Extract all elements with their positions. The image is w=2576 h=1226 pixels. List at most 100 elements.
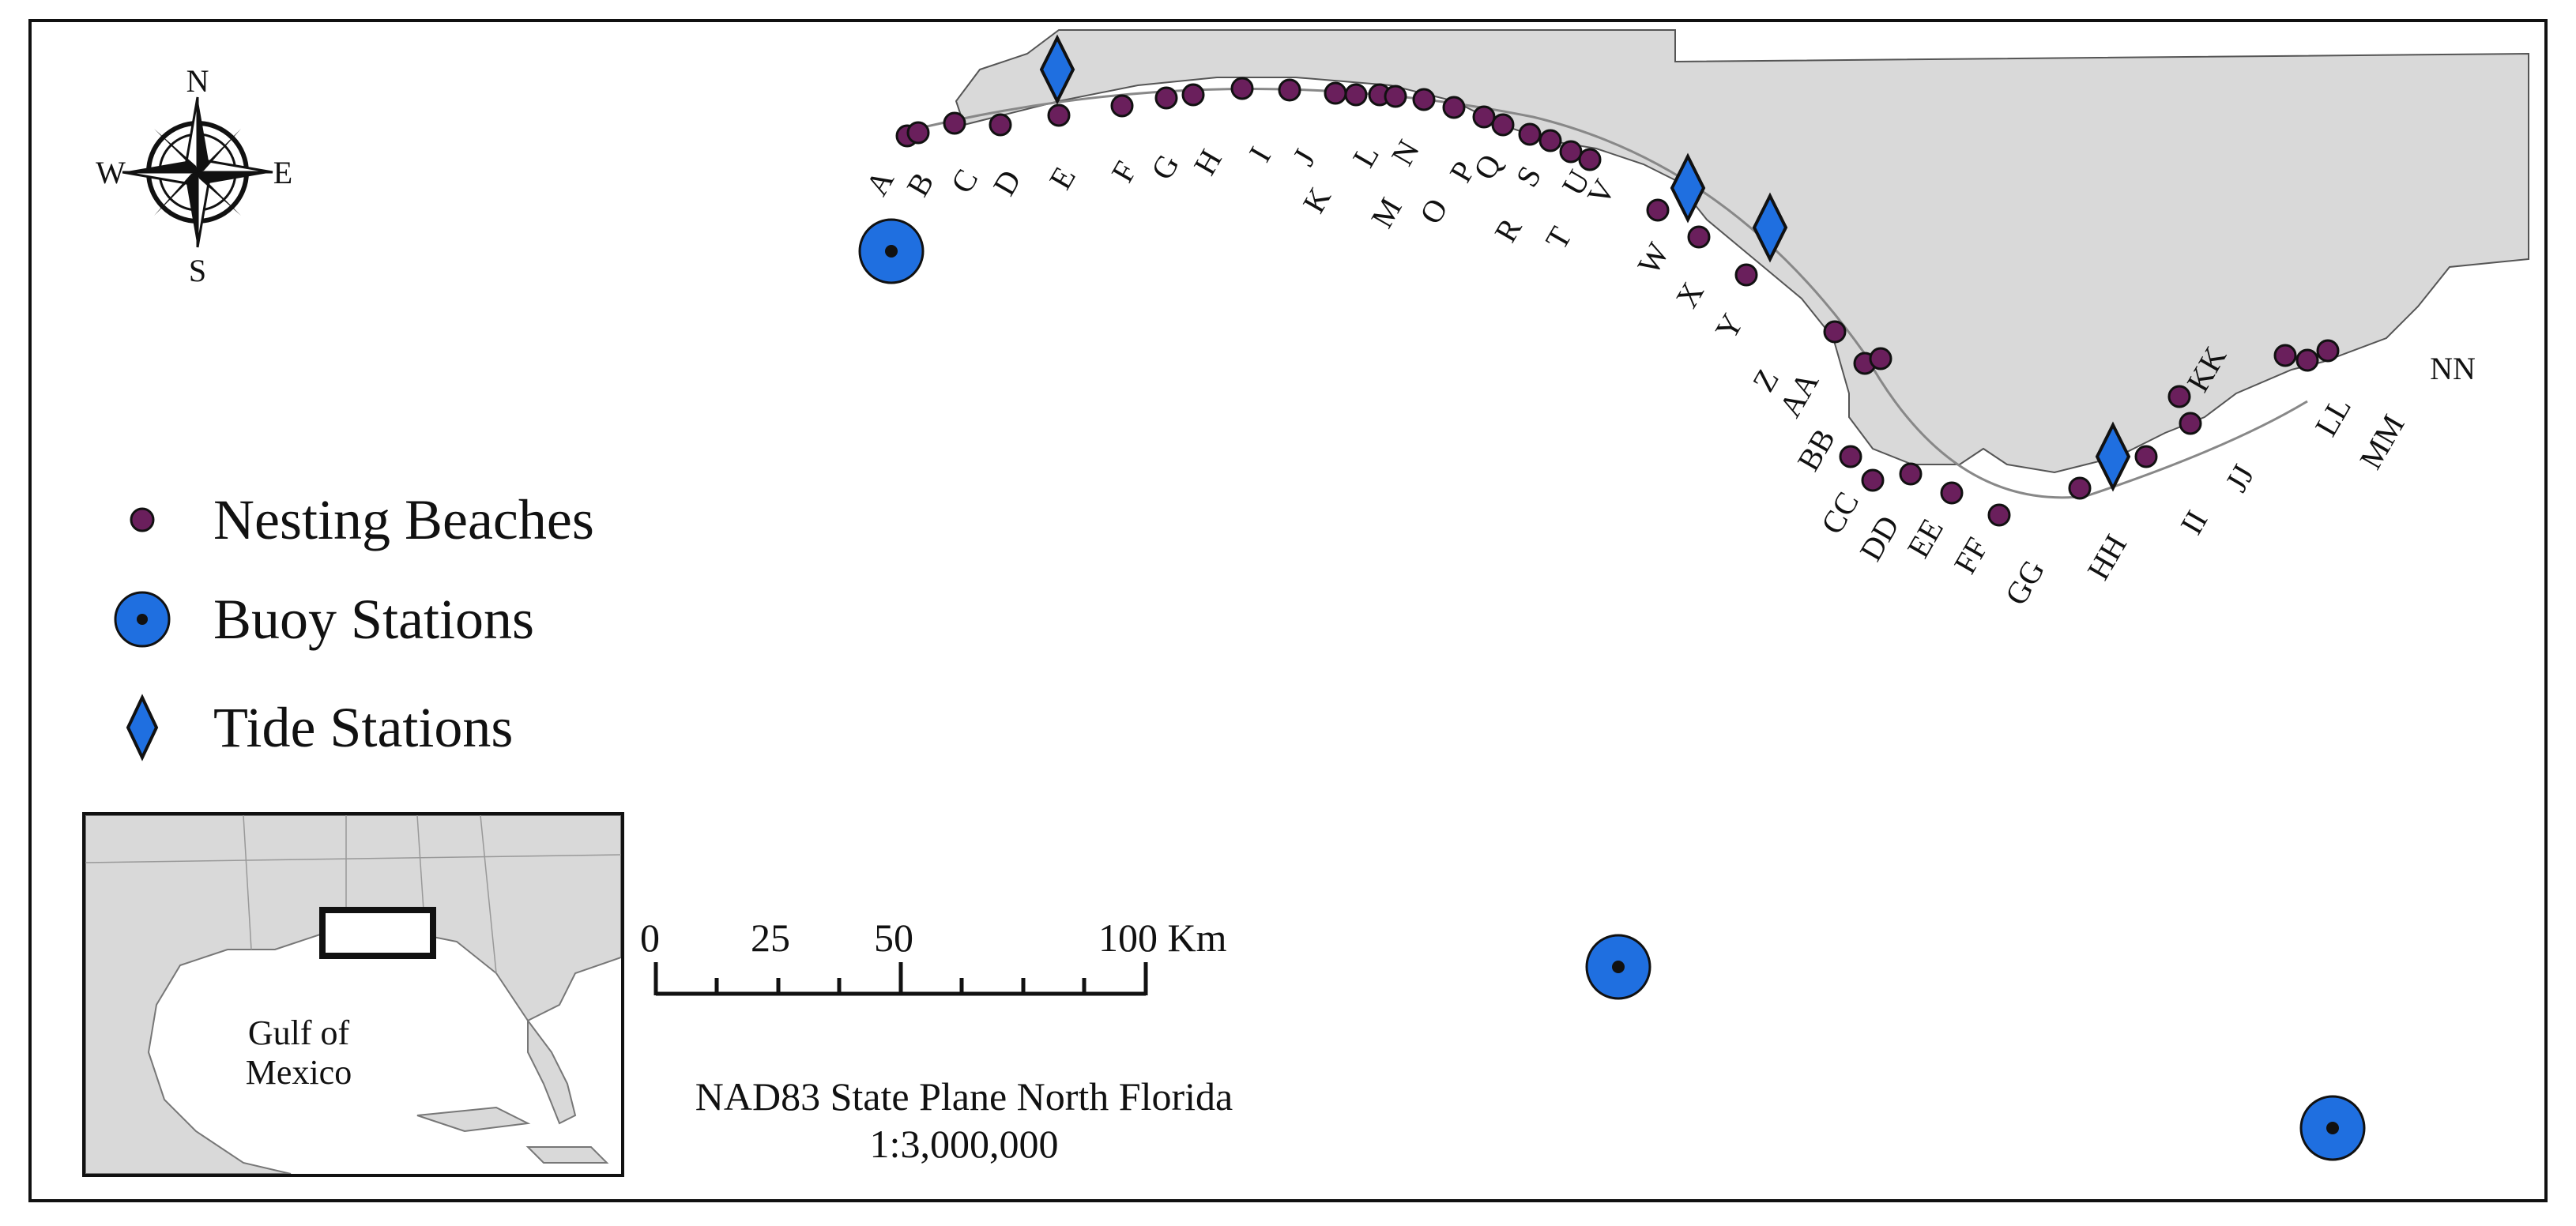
map-frame: N S E W A B C D E F G H I J K L M N O P Q R S T U V W X Y Z AA BB CC… bbox=[28, 19, 2548, 1202]
buoy-stations-layer bbox=[858, 218, 2366, 1161]
inset-gulf-label-2: Mexico bbox=[246, 1053, 352, 1092]
beach-label-o: O bbox=[1413, 192, 1455, 230]
beach-label-b: B bbox=[899, 166, 940, 202]
beach-marker-h bbox=[1181, 83, 1205, 107]
beach-marker-ff bbox=[1940, 481, 1964, 505]
beach-marker-kk bbox=[2167, 385, 2191, 408]
beach-label-e: E bbox=[1042, 160, 1083, 195]
compass-w-label: W bbox=[96, 155, 126, 190]
inset-study-area-box bbox=[319, 907, 436, 959]
beach-marker-z bbox=[1823, 320, 1847, 344]
beach-label-h: H bbox=[1187, 143, 1229, 181]
beach-label-dd: DD bbox=[1852, 510, 1906, 567]
beach-label-x: X bbox=[1669, 276, 1711, 314]
inset-land bbox=[85, 815, 621, 1174]
beach-marker-n bbox=[1384, 85, 1407, 108]
compass-n-label: N bbox=[186, 63, 209, 99]
buoy-station-marker bbox=[2299, 1095, 2366, 1161]
legend-beach-symbol bbox=[130, 507, 155, 532]
beach-marker-p bbox=[1442, 96, 1466, 119]
legend-nesting-beaches: Nesting Beaches bbox=[142, 484, 594, 555]
beach-label-y: Y bbox=[1708, 307, 1750, 345]
beach-label-jj: JJ bbox=[2218, 459, 2262, 498]
tide-station-marker bbox=[1039, 34, 1075, 105]
beach-marker-d bbox=[989, 113, 1012, 137]
beach-label-aa: AA bbox=[1772, 366, 1825, 423]
beach-label-ee: EE bbox=[1900, 513, 1950, 564]
beach-marker-e bbox=[1047, 103, 1071, 127]
buoy-station-marker bbox=[858, 218, 925, 284]
beach-marker-nn bbox=[2316, 339, 2340, 363]
beach-label-ll: LL bbox=[2308, 391, 2358, 442]
beach-label-a: A bbox=[859, 164, 901, 201]
compass-rose: N S E W bbox=[96, 63, 292, 288]
projection-name: NAD83 State Plane North Florida bbox=[695, 1074, 1233, 1119]
beach-marker-gg bbox=[1987, 503, 2011, 527]
beach-label-i: I bbox=[1241, 141, 1278, 167]
beach-marker-w bbox=[1646, 198, 1670, 222]
beach-marker-k bbox=[1324, 81, 1347, 105]
scale-label-100: 100 Km bbox=[1098, 916, 1227, 960]
beach-marker-jj bbox=[2179, 412, 2202, 435]
buoy-station-marker bbox=[1585, 934, 1651, 1000]
beach-label-w: W bbox=[1630, 236, 1676, 280]
beach-marker-s bbox=[1518, 122, 1542, 146]
beach-label-t: T bbox=[1538, 220, 1579, 255]
beach-label-bb: BB bbox=[1790, 423, 1842, 477]
beach-marker-ii bbox=[2134, 445, 2158, 468]
beach-label-cc: CC bbox=[1813, 486, 1866, 540]
tide-station-marker bbox=[1752, 192, 1788, 263]
beach-marker-r bbox=[1491, 113, 1515, 137]
legend-buoy-stations: Buoy Stations bbox=[142, 584, 534, 655]
beach-label-d: D bbox=[986, 164, 1028, 201]
beach-marker-j bbox=[1278, 78, 1301, 102]
legend-tide-symbol bbox=[126, 694, 159, 762]
beach-marker-hh bbox=[2068, 476, 2092, 500]
legend-nesting-label: Nesting Beaches bbox=[213, 487, 594, 551]
legend-tide-label: Tide Stations bbox=[213, 695, 514, 759]
beach-label-r: R bbox=[1487, 212, 1528, 248]
beach-label-l: L bbox=[1346, 138, 1386, 173]
inset-locator-map: Gulf of Mexico bbox=[82, 812, 624, 1177]
compass-s-label: S bbox=[189, 253, 206, 288]
beach-label-hh: HH bbox=[2080, 528, 2133, 586]
beach-marker-u bbox=[1559, 140, 1583, 164]
beach-label-mm: MM bbox=[2352, 408, 2412, 475]
map-canvas: N S E W AB C D E F G H I JKLMNOPQRSTUVWXYZAABBCC… bbox=[96, 29, 2529, 1161]
beach-marker-c bbox=[943, 111, 966, 135]
tide-station-marker bbox=[1670, 152, 1706, 224]
beach-marker-o bbox=[1412, 88, 1436, 111]
beach-label-f: F bbox=[1104, 155, 1143, 188]
legend-tide-stations: Tide Stations bbox=[142, 692, 513, 763]
beach-marker-ee bbox=[1899, 462, 1923, 486]
beach-label-g: G bbox=[1144, 148, 1186, 186]
scale-label-0: 0 bbox=[640, 916, 660, 960]
beach-label-ff: FF bbox=[1947, 532, 1995, 580]
beach-marker-b bbox=[906, 121, 930, 145]
beach-marker-mm bbox=[2295, 348, 2319, 372]
beach-label-j: J bbox=[1286, 143, 1323, 171]
legend-buoy-label: Buoy Stations bbox=[213, 587, 535, 651]
beach-marker-q bbox=[1472, 105, 1496, 129]
tide-station-marker bbox=[2095, 421, 2131, 492]
beach-marker-g bbox=[1154, 86, 1178, 110]
beach-marker-l bbox=[1344, 83, 1368, 107]
beach-label-c: C bbox=[943, 163, 985, 199]
scale-label-25: 25 bbox=[751, 916, 790, 960]
beach-label-s: S bbox=[1508, 160, 1548, 193]
map-scale-ratio: 1:3,000,000 bbox=[869, 1122, 1059, 1166]
beach-label-nn: NN bbox=[2430, 351, 2476, 386]
beach-label-n: N bbox=[1384, 134, 1426, 171]
beach-marker-f bbox=[1110, 94, 1134, 118]
inset-gulf-label-1: Gulf of bbox=[248, 1014, 350, 1052]
scale-bar: 0 25 50 100 Km bbox=[640, 916, 1227, 996]
beach-marker-v bbox=[1578, 148, 1602, 171]
beach-marker-cc bbox=[1839, 445, 1862, 468]
legend-symbols bbox=[114, 507, 171, 762]
tide-stations-layer bbox=[1039, 34, 2131, 492]
projection-info: NAD83 State Plane North Florida 1:3,000,… bbox=[648, 1073, 1280, 1168]
beach-marker-t bbox=[1538, 129, 1562, 152]
beach-marker-y bbox=[1734, 263, 1758, 287]
beach-label-m: M bbox=[1364, 192, 1409, 234]
compass-e-label: E bbox=[273, 155, 292, 190]
